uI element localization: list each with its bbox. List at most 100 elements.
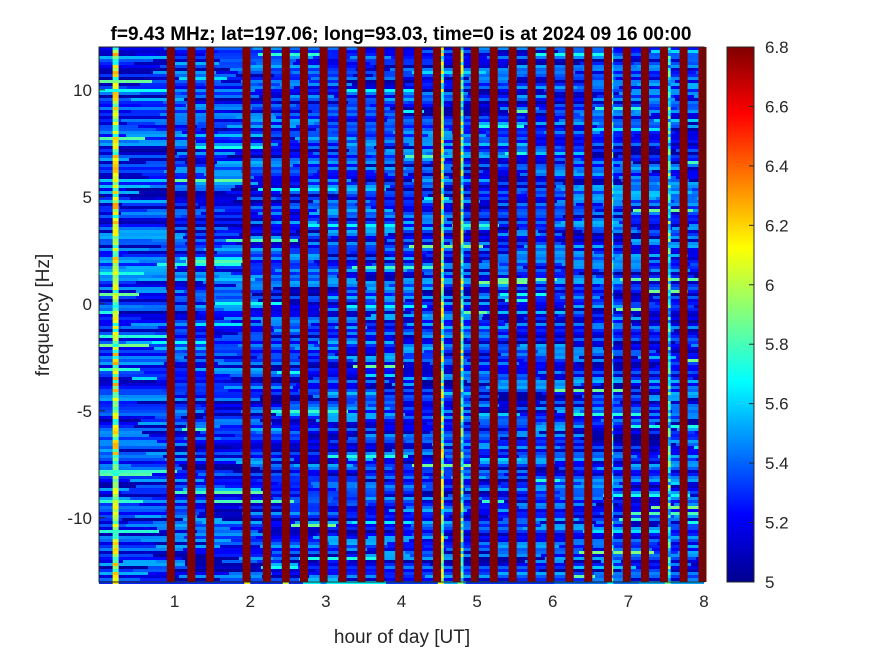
noise-cell: [557, 239, 631, 242]
noise-cell: [256, 431, 303, 434]
noise-cell: [303, 431, 353, 434]
noise-cell: [477, 125, 524, 128]
noise-cell: [546, 245, 574, 248]
noise-cell: [467, 509, 494, 512]
noise-cell: [226, 191, 280, 194]
y-tick-label: 5: [83, 188, 92, 207]
noise-cell: [520, 344, 571, 347]
noise-cell: [467, 338, 541, 341]
noise-cell: [329, 218, 384, 221]
noise-cell: [218, 362, 306, 365]
enhanced-column-cell: [112, 242, 119, 245]
noise-cell: [345, 398, 434, 401]
noise-cell: [691, 560, 704, 563]
noise-cell: [99, 392, 185, 395]
noise-cell: [520, 413, 567, 416]
noise-cell: [571, 344, 627, 347]
noise-cell: [648, 272, 704, 275]
noise-cell: [638, 356, 676, 359]
noise-cell: [334, 461, 399, 464]
x-tick-label: 8: [699, 592, 708, 611]
noise-cell: [320, 71, 384, 74]
noise-cell: [459, 422, 480, 425]
noise-cell: [99, 230, 119, 233]
enhanced-column-cell: [112, 248, 119, 251]
noise-cell: [154, 542, 212, 545]
colorbar-tick-label: 6.6: [765, 97, 789, 116]
noise-cell: [360, 479, 389, 482]
noise-cell: [367, 182, 456, 185]
noise-cell: [282, 428, 307, 431]
noise-cell: [325, 284, 389, 287]
noise-cell: [324, 539, 351, 542]
noise-cell: [99, 308, 158, 311]
noise-cell: [161, 494, 240, 497]
noise-cell: [440, 266, 523, 269]
noise-cell: [363, 191, 451, 194]
noise-cell: [489, 167, 515, 170]
enhanced-column-cell: [112, 158, 119, 161]
enhanced-column-cell: [112, 50, 119, 53]
noise-cell: [346, 152, 368, 155]
noise-cell: [494, 509, 514, 512]
noise-cell: [503, 518, 534, 521]
noise-cell: [333, 113, 398, 116]
noise-cell: [520, 173, 552, 176]
noise-cell: [607, 434, 671, 437]
noise-cell: [626, 188, 692, 191]
noise-cell: [651, 467, 704, 470]
saturated-column: [262, 47, 271, 582]
noise-cell: [126, 524, 169, 527]
noise-cell: [99, 572, 148, 575]
colorbar-tick-label: 6.2: [765, 216, 789, 235]
noise-cell: [274, 74, 353, 77]
noise-cell: [372, 155, 405, 158]
noise-cell: [281, 314, 311, 317]
noise-cell: [285, 359, 353, 362]
noise-cell: [314, 122, 393, 125]
noise-cell: [179, 77, 227, 80]
noise-cell: [99, 176, 149, 179]
noise-cell: [233, 470, 292, 473]
noise-cell: [356, 278, 395, 281]
noise-cell: [561, 146, 591, 149]
colorbar: 5 5.2 5.4 5.6 5.8 6 6.2 6.4 6.6 6.8: [726, 38, 789, 592]
noise-cell: [358, 227, 422, 230]
noise-cell: [691, 344, 704, 347]
noise-cell: [448, 536, 528, 539]
noise-cell: [231, 377, 313, 380]
noise-cell: [594, 572, 644, 575]
noise-cell: [386, 188, 467, 191]
noise-cell: [459, 80, 508, 83]
noise-cell: [231, 110, 312, 113]
noise-cell: [296, 230, 328, 233]
noise-cell: [136, 296, 167, 299]
enhanced-column-cell: [112, 245, 119, 248]
enhanced-column-cell: [112, 146, 119, 149]
noise-cell: [209, 395, 260, 398]
noise-cell: [271, 392, 320, 395]
noise-cell: [163, 101, 192, 104]
noise-cell: [344, 536, 368, 539]
noise-cell: [579, 518, 619, 521]
noise-cell: [564, 305, 631, 308]
noise-cell: [231, 539, 271, 542]
colorbar-tick-label: 5: [765, 573, 774, 592]
noise-cell: [167, 476, 205, 479]
noise-cell: [684, 389, 704, 392]
noise-cell: [316, 458, 348, 461]
enhanced-column-cell: [112, 218, 119, 221]
noise-cell: [218, 131, 284, 134]
noise-cell: [338, 140, 361, 143]
noise-cell: [164, 170, 241, 173]
noise-cell: [99, 548, 183, 551]
noise-cell: [229, 572, 272, 575]
noise-cell: [384, 563, 430, 566]
noise-cell: [451, 476, 486, 479]
enhanced-column-cell: [112, 128, 119, 131]
noise-cell: [530, 530, 583, 533]
noise-cell: [495, 383, 581, 386]
noise-cell: [423, 293, 476, 296]
noise-cell: [606, 350, 656, 353]
noise-cell: [632, 368, 675, 371]
